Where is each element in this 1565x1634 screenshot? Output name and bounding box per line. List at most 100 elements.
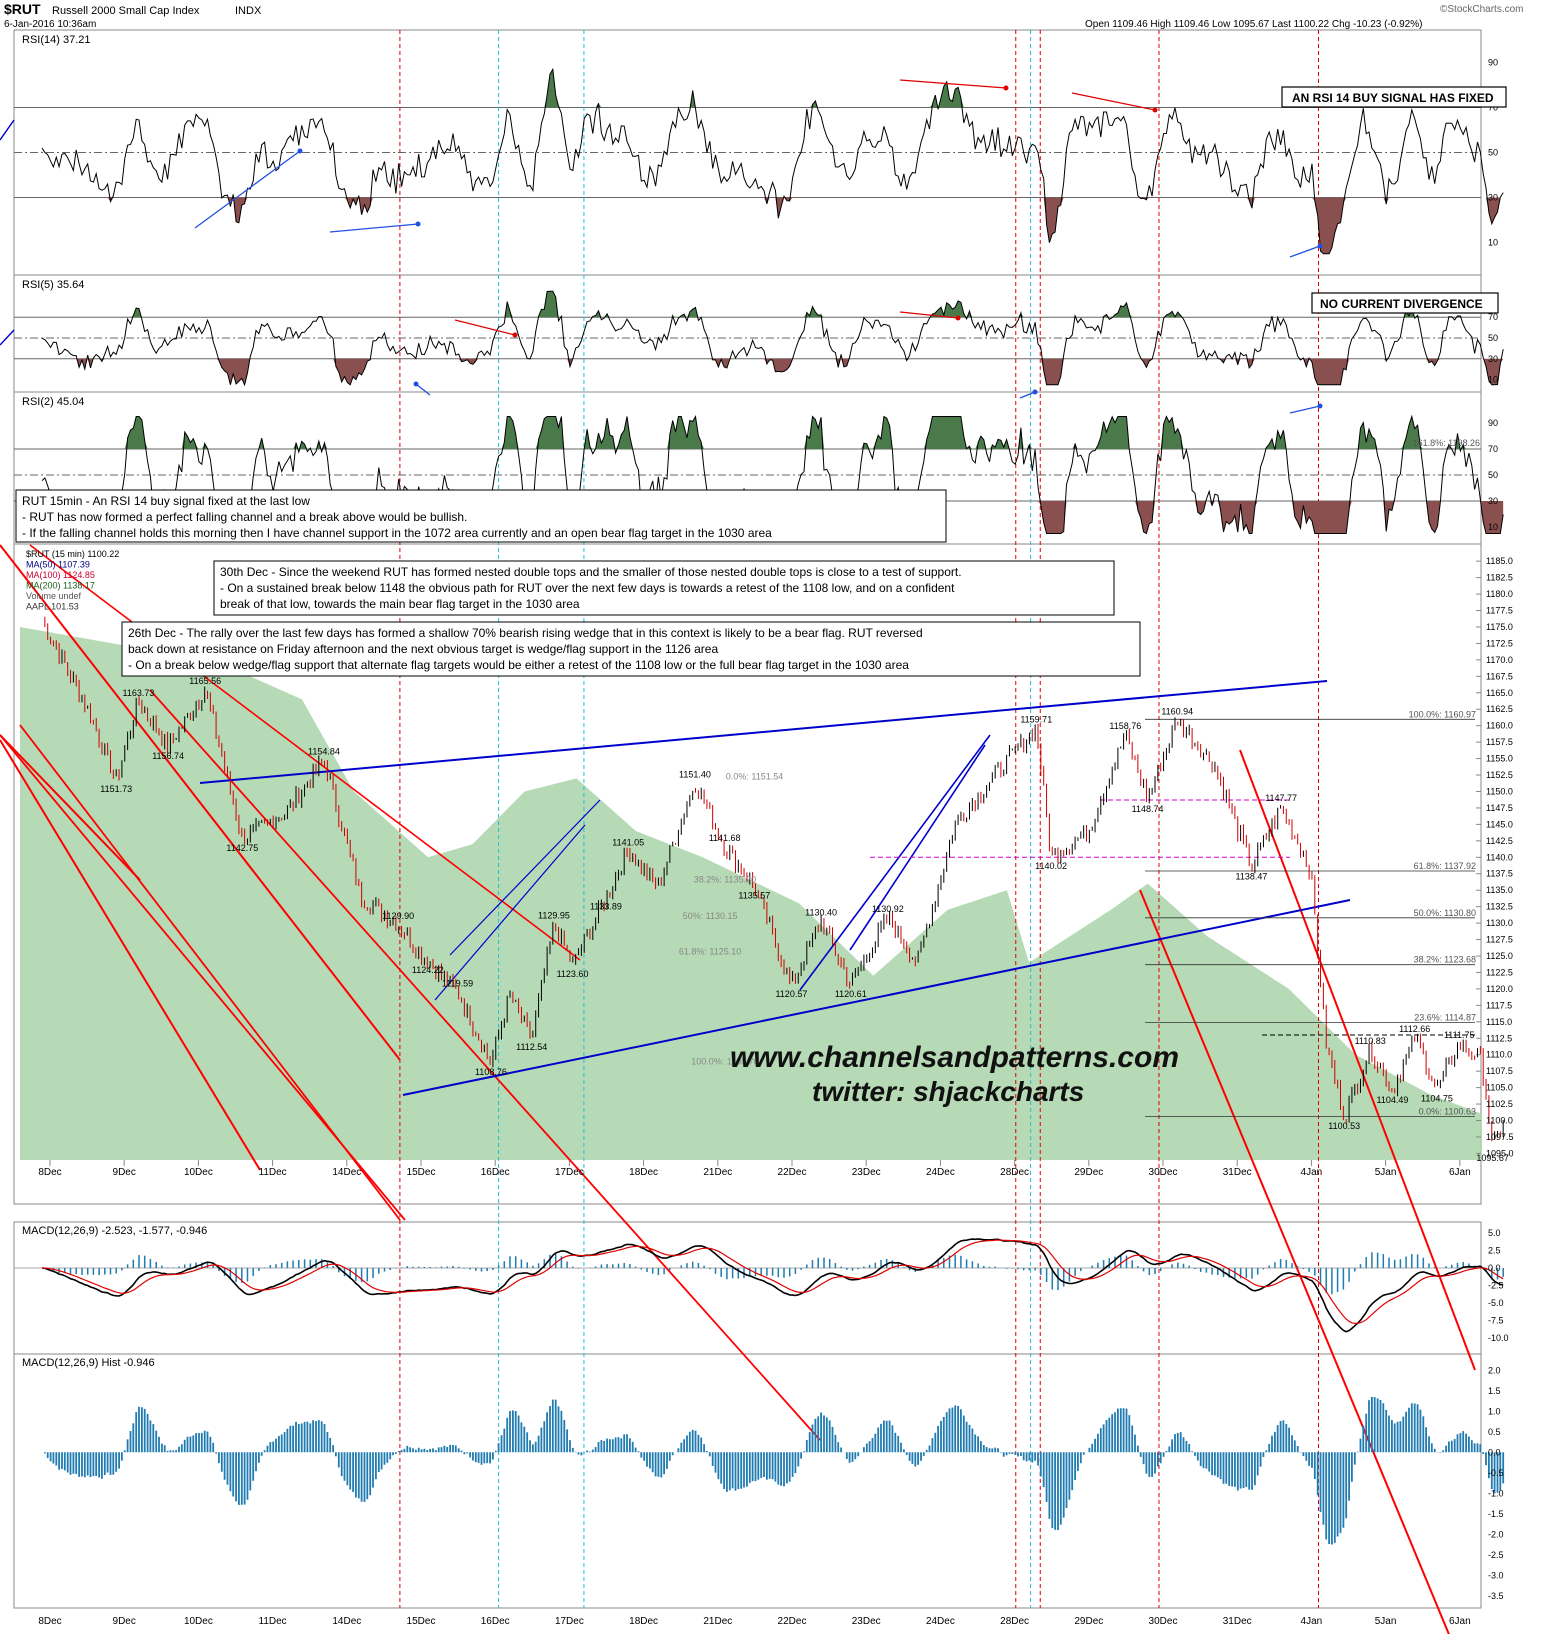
rsi-tick-label: 70 (1488, 312, 1498, 322)
pivot-price-label: 1151.40 (679, 769, 711, 779)
hist-tick-label: -2.0 (1488, 1529, 1504, 1539)
rsi-tick-label: 50 (1488, 333, 1498, 343)
chart-datetime: 6-Jan-2016 10:36am (4, 19, 96, 30)
date-label-bottom: 8Dec (38, 1616, 61, 1627)
price-tick-label: 1137.5 (1486, 869, 1513, 879)
ohlc-readout: Open 1109.46 High 1109.46 Low 1095.67 La… (1085, 19, 1422, 30)
divergence-arrow (415, 383, 431, 396)
rsi-overbought-fill (42, 416, 1504, 449)
hist-label: MACD(12,26,9) Hist -0.946 (22, 1357, 155, 1369)
pivot-price-label: 1112.66 (1399, 1024, 1430, 1034)
svg-text:26th Dec - The rally over the: 26th Dec - The rally over the last few d… (128, 626, 923, 640)
stockcharts-logo: ©StockCharts.com (1440, 4, 1524, 15)
date-label-bottom: 30Dec (1149, 1616, 1178, 1627)
macd-tick-label: -2.5 (1488, 1281, 1504, 1291)
price-tick-label: 1160.0 (1486, 721, 1513, 731)
price-tick-label: 1130.0 (1486, 918, 1513, 928)
date-label-price: 8Dec (38, 1167, 61, 1178)
pivot-price-label: 1130.92 (872, 904, 904, 914)
pivot-price-label: 1104.75 (1421, 1093, 1453, 1103)
rsi2-fib-label: 161.8%: 1198.26 (1413, 438, 1480, 448)
date-label-bottom: 31Dec (1223, 1616, 1252, 1627)
divergence-arrow (1019, 391, 1036, 399)
hist-tick-label: 2.0 (1488, 1365, 1501, 1375)
date-label-price: 15Dec (407, 1167, 436, 1178)
rsi-tick-label: 30 (1488, 193, 1498, 203)
macd-tick-label: -5.0 (1488, 1298, 1504, 1308)
date-label-bottom: 6Jan (1449, 1616, 1471, 1627)
pivot-price-label: 1129.95 (538, 910, 570, 920)
price-layer (44, 616, 1504, 1142)
upper-red-trendline (29, 544, 581, 961)
date-label-bottom: 22Dec (778, 1616, 807, 1627)
price-tick-label: 1150.0 (1486, 786, 1513, 796)
mid-fib-label: 100.0%: 1108.76 (691, 1057, 758, 1067)
date-label-price: 5Jan (1375, 1167, 1397, 1178)
price-tick-label: 1102.5 (1486, 1099, 1513, 1109)
price-tick-label: 1170.0 (1486, 655, 1513, 665)
pivot-price-label: 1138.47 (1236, 871, 1268, 881)
macd-panel (13, 1221, 1482, 1355)
divergence-arrow (1289, 405, 1321, 414)
rally-channel-b (849, 744, 986, 951)
hist-tick-label: -2.5 (1488, 1550, 1504, 1560)
price-tick-label: 1145.0 (1486, 819, 1513, 829)
index-name: Russell 2000 Small Cap Index (52, 5, 200, 17)
date-label-price: 4Jan (1301, 1167, 1323, 1178)
note-box-2: 30th Dec - Since the weekend RUT has for… (213, 560, 1115, 616)
macd-label: MACD(12,26,9) -2.523, -1.577, -0.946 (22, 1225, 207, 1237)
rsi-tick-label: 30 (1488, 496, 1498, 506)
price-tick-label: 1115.0 (1486, 1017, 1512, 1027)
svg-text:NO CURRENT DIVERGENCE: NO CURRENT DIVERGENCE (1320, 297, 1483, 311)
svg-text:AN RSI 14 BUY SIGNAL HAS FIXED: AN RSI 14 BUY SIGNAL HAS FIXED (1292, 91, 1494, 105)
svg-text:- If the falling channel holds: - If the falling channel holds this morn… (22, 526, 772, 540)
price-tick-label: 1097.5 (1486, 1132, 1514, 1142)
mid-fib-label: 50%: 1130.15 (683, 911, 738, 921)
pivot-price-label: 1095.67 (1476, 1153, 1509, 1163)
rsi-tick-label: 90 (1488, 418, 1498, 428)
hist-tick-label: -0.5 (1488, 1468, 1504, 1478)
pivot-price-label: 1154.84 (308, 747, 340, 757)
pivot-price-label: 1112.54 (516, 1042, 547, 1052)
price-tick-label: 1122.5 (1486, 967, 1513, 977)
price-tick-label: 1135.0 (1486, 885, 1513, 895)
pivot-price-label: 1133.89 (590, 901, 622, 911)
symbol-title: $RUT (4, 1, 41, 17)
price-tick-label: 1127.5 (1486, 935, 1513, 945)
price-tick-label: 1155.0 (1486, 754, 1513, 764)
pivot-price-label: 1163.73 (123, 688, 155, 698)
new-falling-channel-top (1239, 749, 1476, 1371)
price-tick-label: 1162.5 (1486, 704, 1513, 714)
macd-tick-label: 0.0 (1488, 1263, 1501, 1273)
fib-level-label: 23.6%: 1114.87 (1414, 1013, 1476, 1023)
date-label-bottom: 11Dec (259, 1616, 287, 1627)
pivot-price-label: 1140.02 (1035, 861, 1067, 871)
svg-text:break of that low, towards the: break of that low, towards the main bear… (220, 597, 580, 611)
pivot-price-label: 1108.76 (475, 1067, 507, 1077)
date-label-bottom: 16Dec (481, 1616, 510, 1627)
hist-tick-label: -1.5 (1488, 1509, 1504, 1519)
small-channel-a (449, 799, 601, 956)
arrow-head (1032, 389, 1038, 395)
pivot-price-label: 1135.57 (738, 890, 770, 900)
rsi-tick-label: 70 (1488, 444, 1498, 454)
price-tick-label: 1165.0 (1486, 688, 1513, 698)
svg-text:- On a break below wedge/flag: - On a break below wedge/flag support th… (128, 658, 909, 672)
date-label-bottom: 10Dec (184, 1616, 213, 1627)
pivot-price-label: 1148.74 (1132, 804, 1164, 814)
macd-line (41, 1238, 1504, 1333)
price-tick-label: 1167.5 (1486, 671, 1513, 681)
price-legend-item: $RUT (15 min) 1100.22 (26, 549, 119, 559)
note-box-1: RUT 15min - An RSI 14 buy signal fixed a… (15, 489, 947, 543)
price-tick-label: 1117.5 (1486, 1000, 1512, 1010)
date-label-price: 22Dec (778, 1167, 807, 1178)
price-tick-label: 1100.0 (1486, 1116, 1513, 1126)
date-label-bottom: 24Dec (926, 1616, 955, 1627)
pivot-price-label: 1158.76 (1109, 721, 1141, 731)
rsi5-info-box: NO CURRENT DIVERGENCE (1311, 292, 1499, 314)
price-tick-label: 1180.0 (1486, 589, 1513, 599)
date-label-bottom: 9Dec (113, 1616, 136, 1627)
arrow-head (1317, 243, 1323, 249)
pivot-price-label: 1119.59 (442, 979, 473, 989)
pivot-price-label: 1160.94 (1161, 706, 1193, 716)
